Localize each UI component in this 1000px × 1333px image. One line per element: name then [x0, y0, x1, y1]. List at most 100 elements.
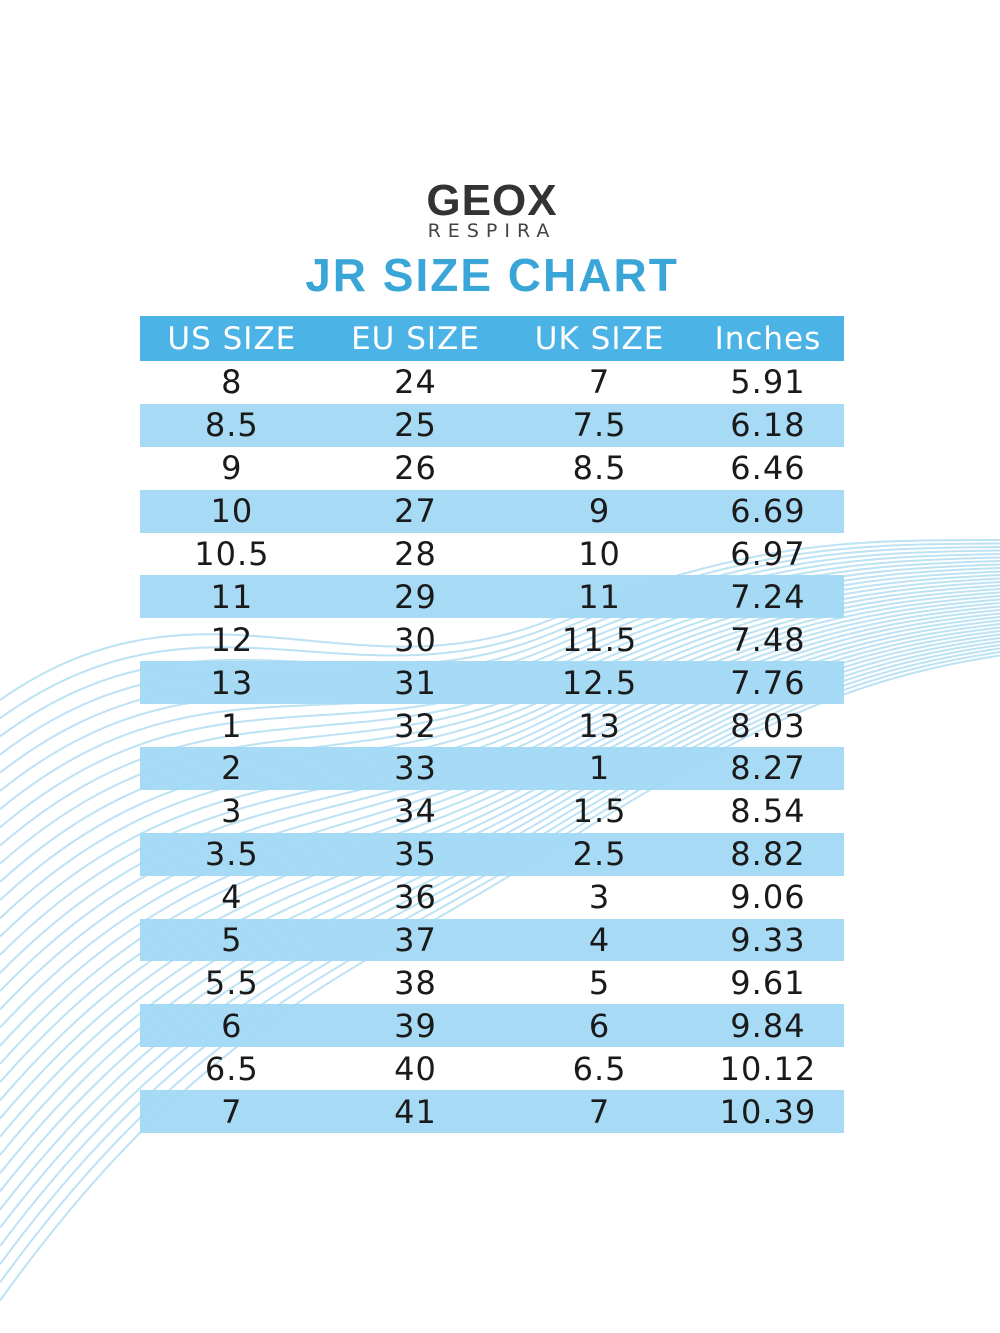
- table-row: 3 34 1.5 8.54: [140, 790, 844, 833]
- table-row: 10.5 28 10 6.97: [140, 533, 844, 576]
- table-row: 9 26 8.5 6.46: [140, 447, 844, 490]
- table-cell: 2: [140, 747, 324, 790]
- table-cell: 25: [323, 403, 508, 447]
- title: JR SIZE CHART: [305, 249, 679, 301]
- logo-brand: GEOX: [426, 176, 558, 225]
- table-cell: 24: [394, 363, 437, 402]
- table-cell: 39: [323, 1004, 508, 1048]
- table-cell: 8.54: [730, 792, 806, 831]
- table-cell: 6.69: [691, 489, 844, 533]
- table-cell: 9: [507, 489, 692, 533]
- table-cell: 5: [588, 963, 611, 1002]
- table-cell: 10: [140, 489, 324, 533]
- wave-line: [0, 581, 1000, 920]
- table-cell: 8.82: [691, 832, 844, 876]
- table-cell: 8.03: [730, 706, 806, 745]
- header-cell: UK SIZE: [507, 316, 692, 361]
- table-cell: 8.5: [140, 403, 324, 447]
- table-cell: 9.61: [730, 963, 806, 1002]
- table-row: 7 41 7 10.39: [140, 1090, 844, 1134]
- table-cell: 2.5: [507, 832, 692, 876]
- table-cell: 31: [323, 661, 508, 705]
- table-row: 4 36 3 9.06: [140, 876, 844, 919]
- table-cell: 11: [140, 575, 324, 619]
- table-cell: 37: [323, 918, 508, 962]
- table-cell: 9.33: [691, 918, 844, 962]
- table-cell: 8.5: [572, 449, 627, 488]
- table-cell: 5.5: [204, 963, 259, 1002]
- header-cell: US SIZE: [140, 316, 324, 361]
- table-cell: 13: [140, 661, 324, 705]
- header-cell: Inches: [691, 316, 844, 361]
- table-cell: 29: [323, 575, 508, 619]
- table-cell: 3.5: [140, 832, 324, 876]
- table-row: 13 31 12.5 7.76: [140, 661, 844, 705]
- table-cell: 7.76: [691, 661, 844, 705]
- wave-line: [0, 584, 1000, 938]
- table-cell: 1: [507, 747, 692, 790]
- table-cell: 30: [394, 620, 437, 659]
- table-cell: 7: [140, 1090, 324, 1134]
- table-row: 1 32 13 8.03: [140, 704, 844, 747]
- table-cell: 9: [221, 449, 243, 488]
- wave-line: [0, 577, 1000, 901]
- table-cell: 38: [394, 963, 437, 1002]
- table-cell: 10.5: [194, 535, 270, 573]
- table-cell: 7: [588, 363, 611, 402]
- table-cell: 6.46: [730, 449, 806, 488]
- wave-line: [0, 539, 1000, 701]
- table-row: 12 30 11.5 7.48: [140, 618, 844, 661]
- table-row: 6.5 40 6.5 10.12: [140, 1047, 844, 1090]
- table-cell: 7.24: [691, 575, 844, 619]
- table-cell: 6: [507, 1004, 692, 1048]
- table-cell: 40: [394, 1049, 437, 1088]
- table-row: 8 24 7 5.91: [140, 361, 844, 404]
- table-cell: 9.84: [691, 1004, 844, 1048]
- table-cell: 3: [588, 878, 611, 917]
- table-row: 2 33 1 8.27: [140, 747, 844, 790]
- wave-line: [0, 619, 1000, 1120]
- table-cell: 41: [323, 1090, 508, 1134]
- logo-tagline: RESPIRA: [427, 220, 557, 242]
- table-row: 5.5 38 5 9.61: [140, 961, 844, 1004]
- table-cell: 27: [323, 489, 508, 533]
- table-cell: 1: [221, 706, 243, 745]
- table-row: 8.5 25 7.5 6.18: [140, 403, 844, 447]
- header-row: US SIZE EU SIZE UK SIZE Inches: [140, 316, 844, 361]
- table-cell: 5.91: [730, 363, 806, 402]
- table-cell: 6.97: [730, 535, 806, 573]
- wave-line: [0, 623, 1000, 1138]
- table-cell: 32: [394, 706, 437, 745]
- wave-line: [0, 542, 1000, 720]
- table-cell: 10.39: [691, 1090, 844, 1134]
- header-cell: EU SIZE: [323, 316, 508, 361]
- table-cell: 6.5: [204, 1049, 259, 1088]
- table-cell: 11: [507, 575, 692, 619]
- table-cell: 33: [323, 747, 508, 790]
- table-cell: 26: [394, 449, 437, 488]
- table-cell: 28: [394, 535, 437, 573]
- table-cell: 8.27: [691, 747, 844, 790]
- table-cell: 13: [578, 706, 621, 745]
- table-cell: 36: [394, 878, 437, 917]
- table-cell: 4: [221, 878, 243, 917]
- table-row: 3.5 35 2.5 8.82: [140, 832, 844, 876]
- table-cell: 10: [578, 535, 621, 573]
- table-cell: 6: [140, 1004, 324, 1048]
- table-cell: 34: [394, 792, 437, 831]
- table-cell: 11.5: [561, 620, 638, 659]
- size-table: US SIZE EU SIZE UK SIZE Inches 8 24 7 5.91 8.5 2…: [140, 316, 844, 1134]
- table-cell: 6.5: [572, 1049, 627, 1088]
- table-cell: 10.12: [719, 1049, 817, 1088]
- table-cell: 7: [507, 1090, 692, 1134]
- table-row: 5 37 4 9.33: [140, 918, 844, 962]
- table-cell: 12: [210, 620, 254, 659]
- table-cell: 7.48: [730, 620, 806, 659]
- table-row: 6 39 6 9.84: [140, 1004, 844, 1048]
- table-cell: 8: [221, 363, 243, 402]
- table-cell: 35: [323, 832, 508, 876]
- table-cell: 9.06: [730, 878, 806, 917]
- table-cell: 6.18: [691, 403, 844, 447]
- table-row: 11 29 11 7.24: [140, 575, 844, 619]
